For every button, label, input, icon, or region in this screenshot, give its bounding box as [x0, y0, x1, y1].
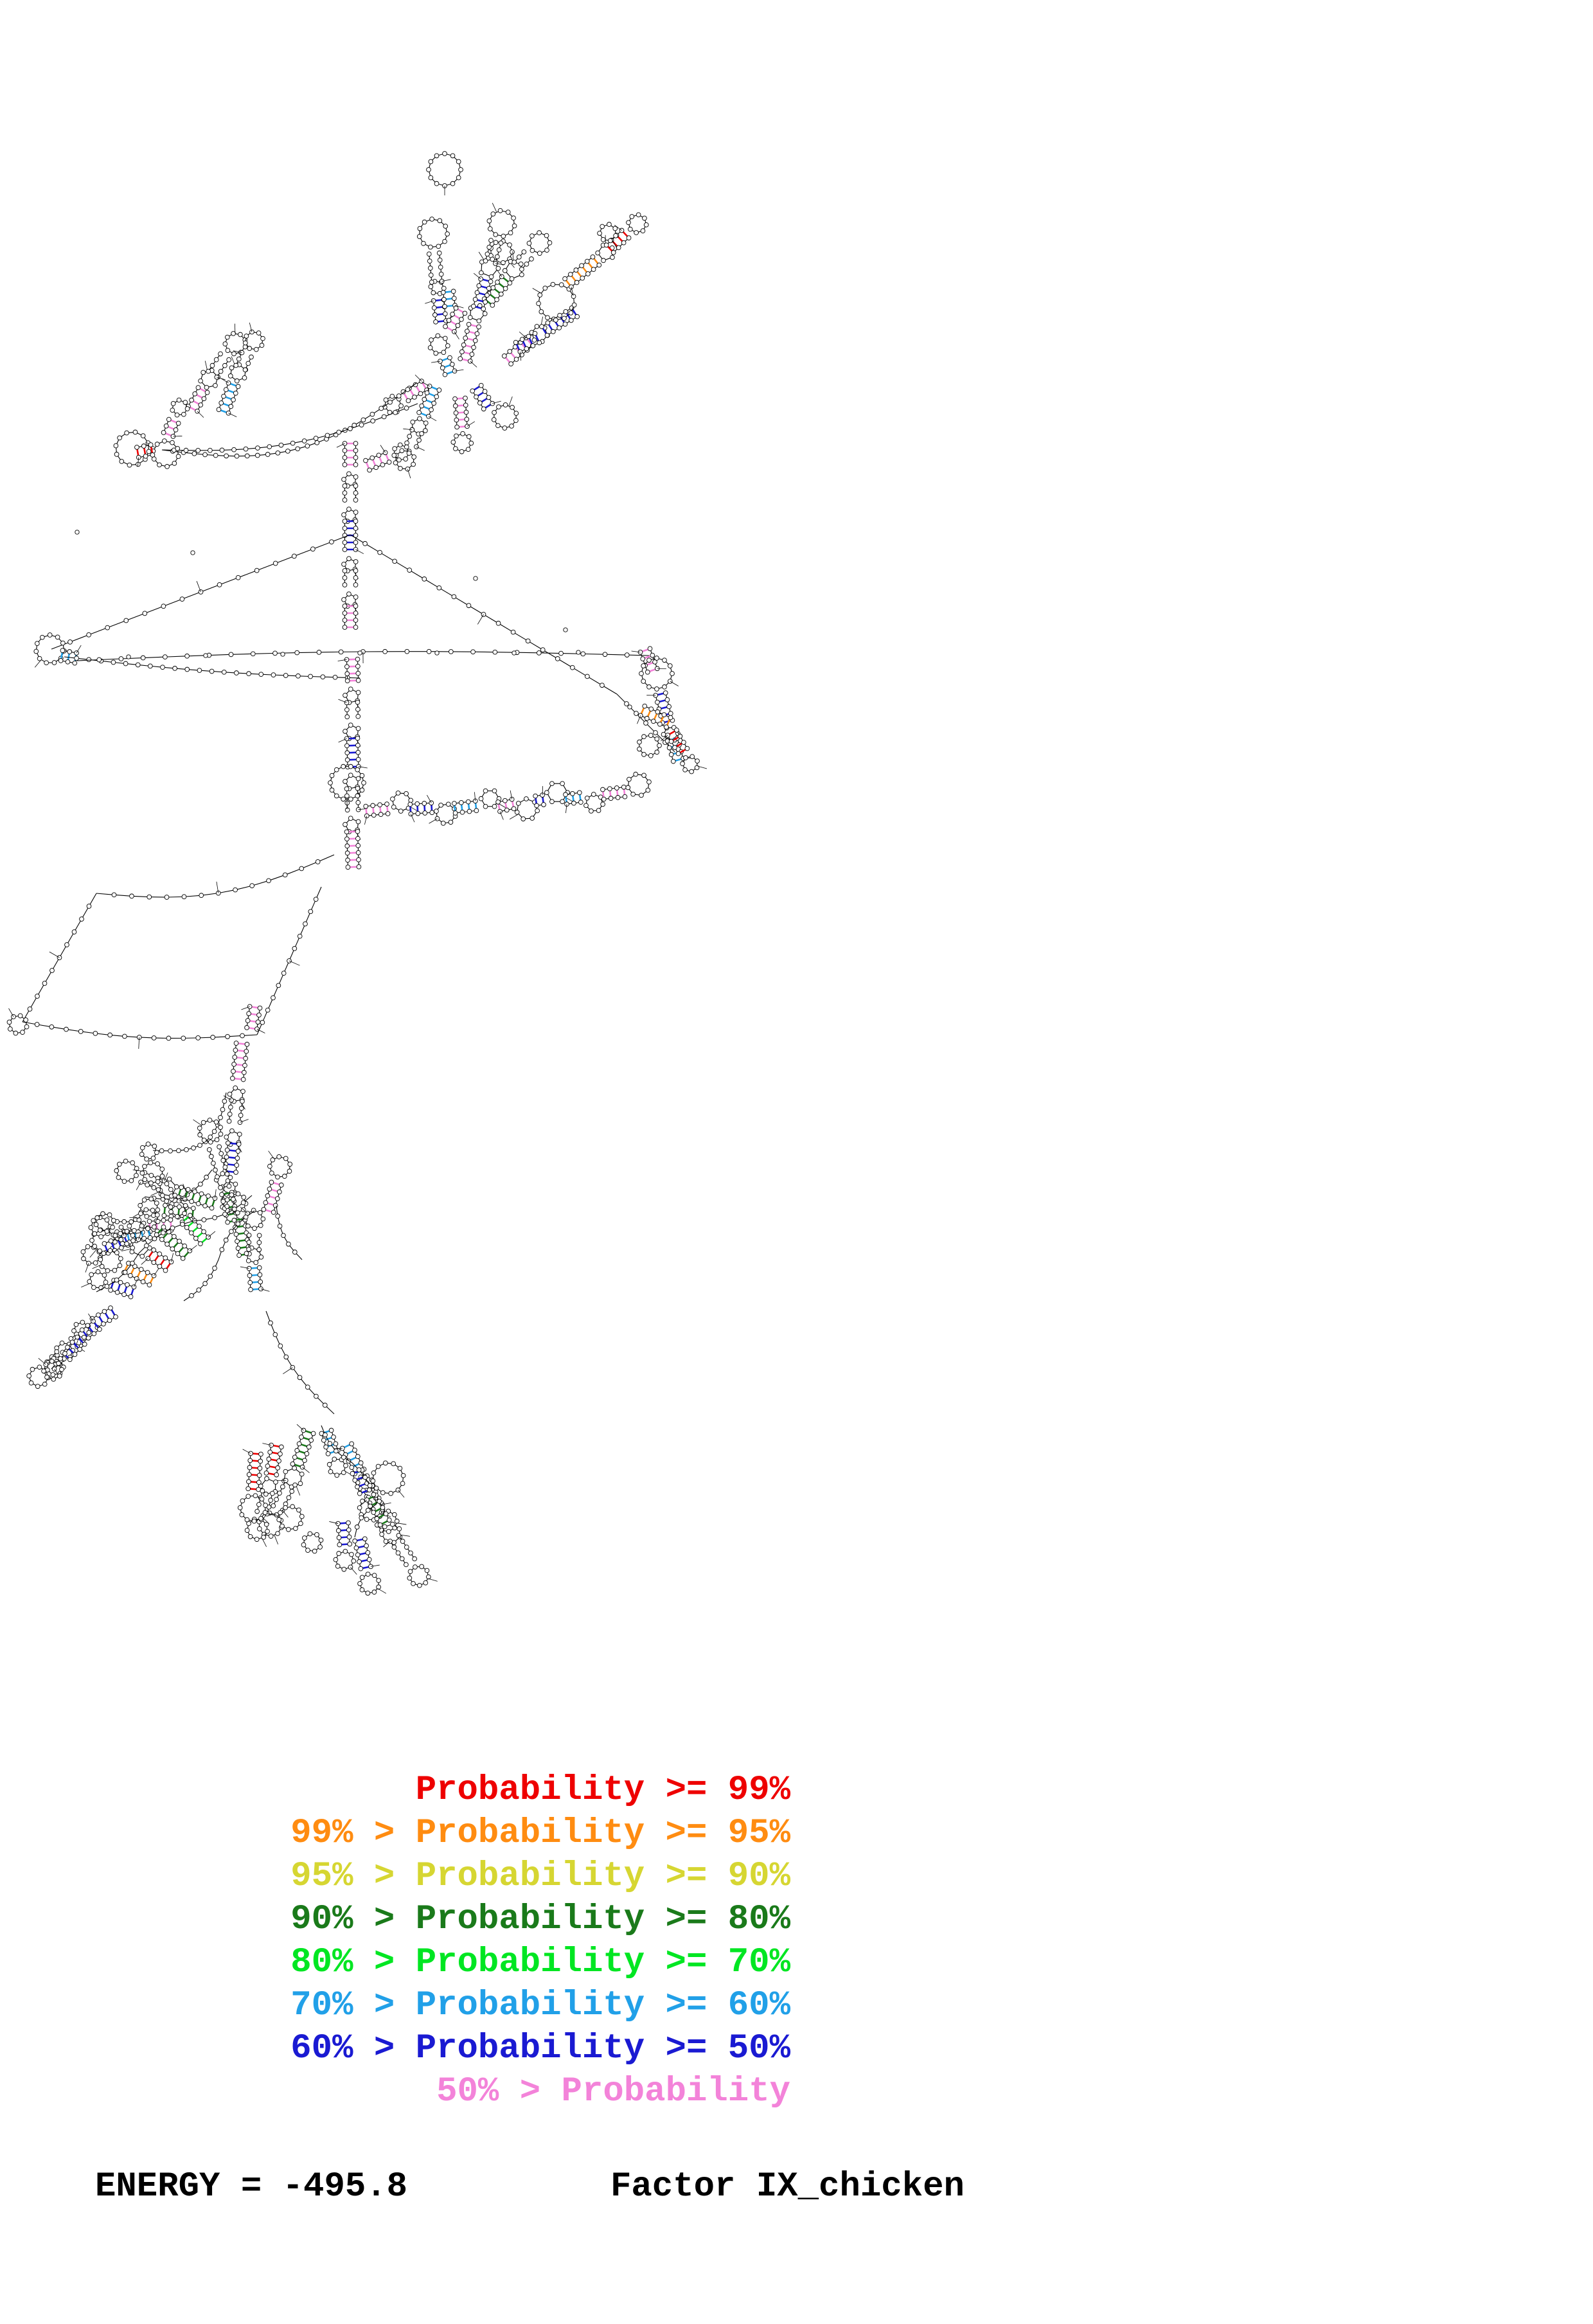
footer: ENERGY = -495.8 Factor IX_chicken [0, 2167, 1157, 2219]
legend-row-99: Probability >= 99% [0, 1769, 797, 1812]
legend-row-80: 90% > Probability >= 80% [0, 1898, 797, 1941]
legend-row-90: 95% > Probability >= 90% [0, 1855, 797, 1898]
legend-row-95: 99% > Probability >= 95% [0, 1812, 797, 1855]
legend-row-60: 70% > Probability >= 60% [0, 1984, 797, 2027]
structure-geometry [7, 152, 707, 1596]
rna-structure-svg [0, 0, 1593, 1671]
probability-legend: Probability >= 99% 99% > Probability >= … [0, 1769, 797, 2116]
sequence-title: Factor IX_chicken [610, 2167, 965, 2206]
legend-row-70: 80% > Probability >= 70% [0, 1941, 797, 1984]
energy-label: ENERGY = -495.8 [95, 2167, 407, 2206]
rna-structure-plot [0, 0, 1593, 1671]
legend-row-below: 50% > Probability [0, 2070, 797, 2113]
legend-row-50: 60% > Probability >= 50% [0, 2027, 797, 2070]
page-canvas: Probability >= 99% 99% > Probability >= … [0, 0, 1593, 2255]
